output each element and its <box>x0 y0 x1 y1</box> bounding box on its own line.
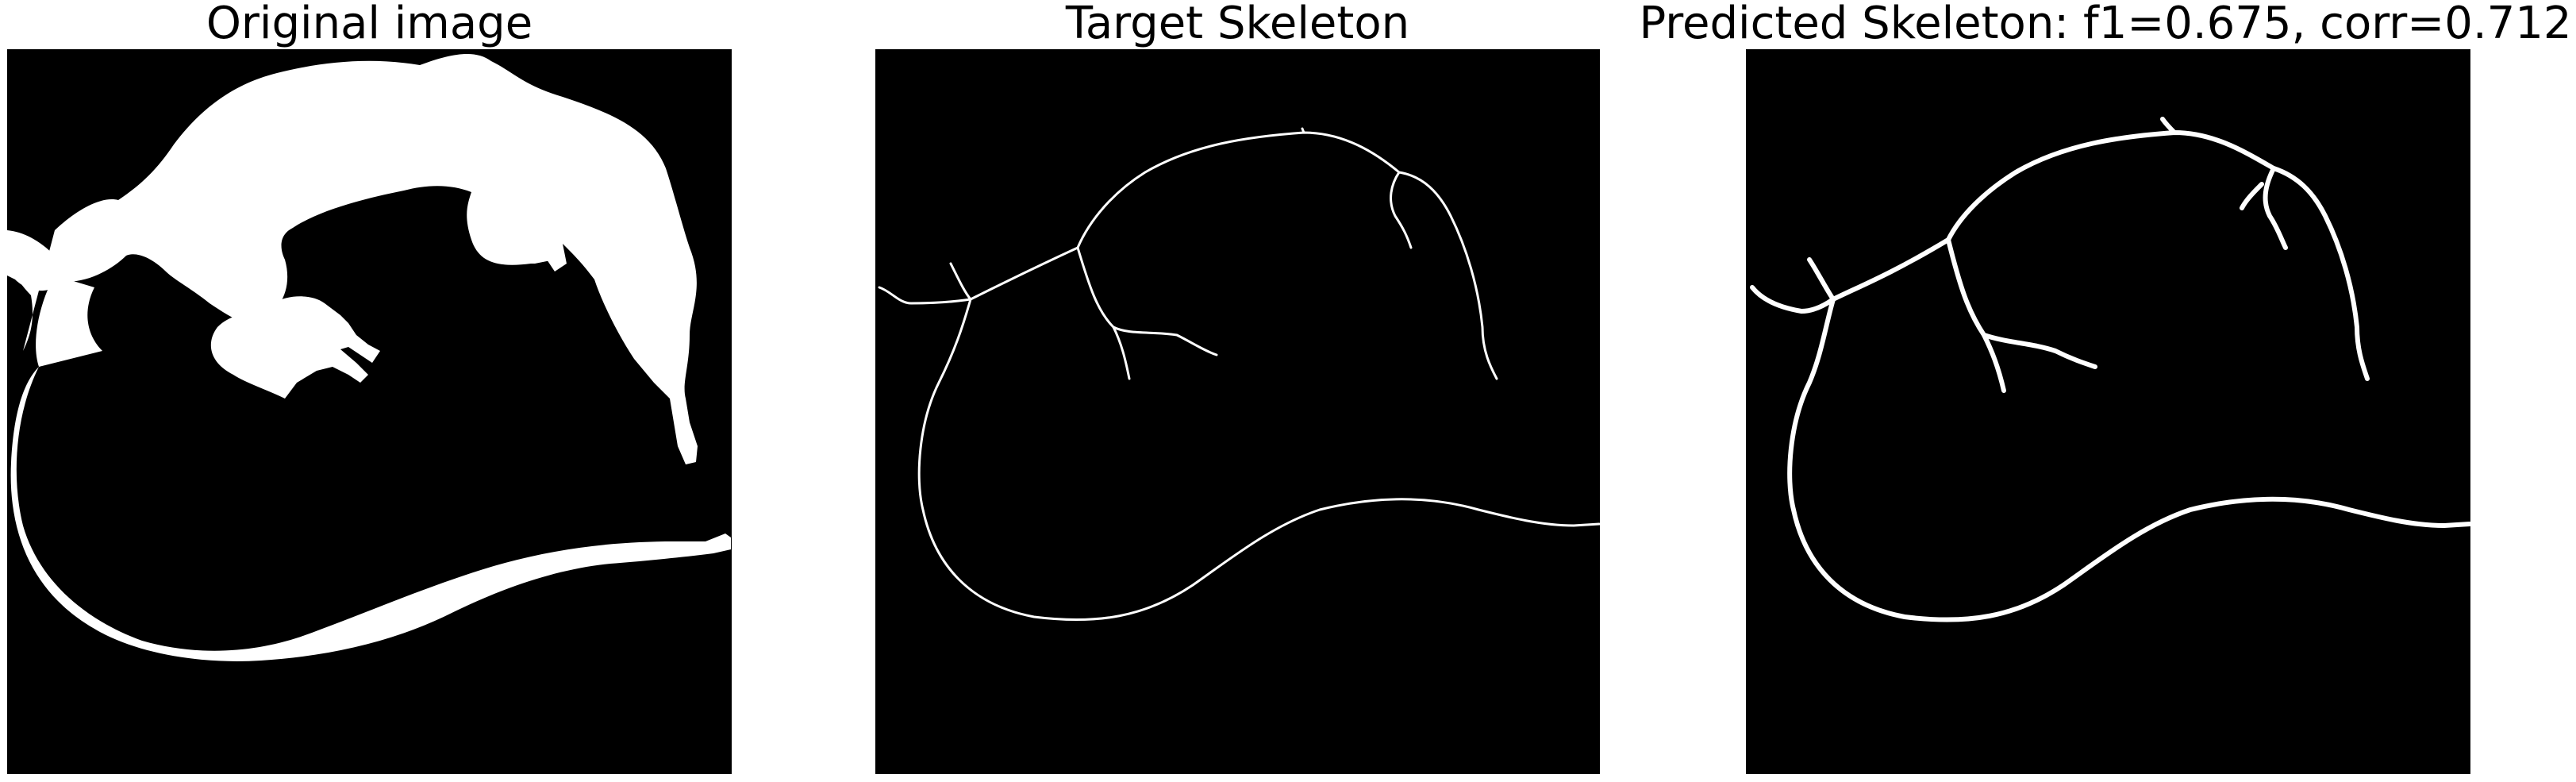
target-skeleton-title: Target Skeleton <box>1065 0 1410 49</box>
predicted-skeleton-image <box>1746 49 2470 774</box>
lizard-silhouette <box>7 53 731 661</box>
lizard-silhouette-image <box>7 49 732 774</box>
original-image-title: Original image <box>206 0 533 49</box>
predicted-skeleton-panel <box>1746 49 2470 774</box>
predicted-skeleton-lines <box>1750 117 2470 622</box>
predicted-skeleton-title: Predicted Skeleton: f1=0.675, corr=0.712 <box>1639 0 2572 49</box>
target-skeleton-lines <box>878 127 1600 622</box>
target-skeleton-image <box>875 49 1600 774</box>
original-image-panel <box>7 49 732 774</box>
target-skeleton-panel <box>875 49 1600 774</box>
